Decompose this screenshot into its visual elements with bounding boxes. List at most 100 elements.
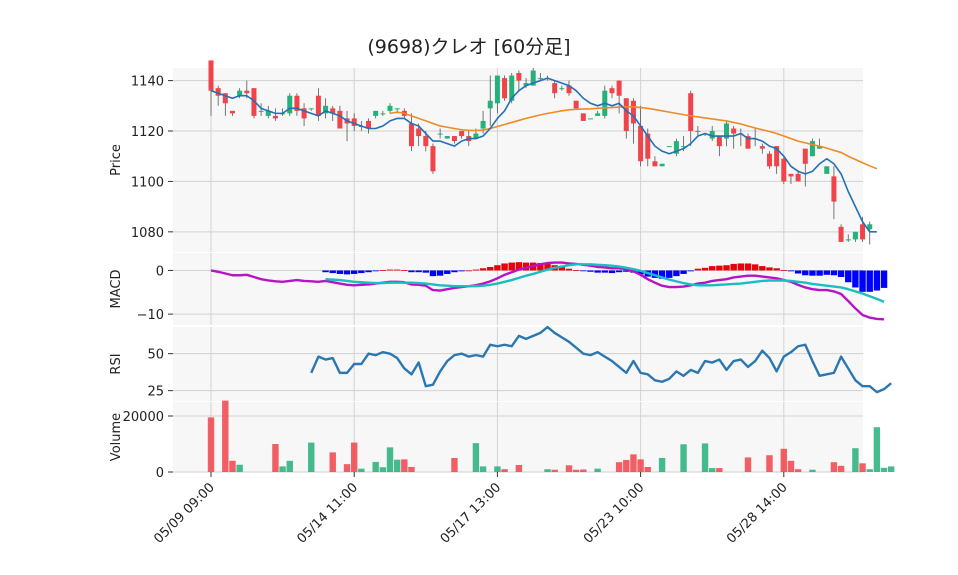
macd-histogram-bar (508, 262, 515, 271)
volume-bar (572, 469, 580, 472)
macd-histogram-bar (637, 270, 644, 275)
macd-histogram-bar (623, 270, 630, 272)
macd-histogram-bar (730, 263, 737, 271)
macd-histogram-bar (601, 270, 608, 273)
volume-bar (709, 468, 716, 472)
y-tick-label: 25 (147, 385, 164, 400)
macd-histogram-bar (816, 270, 823, 276)
macd-histogram-bar (666, 270, 673, 278)
volume-bar (351, 442, 358, 472)
volume-bar (308, 442, 315, 472)
volume-bar (286, 460, 293, 472)
volume-bar (551, 469, 558, 472)
volume-bar (494, 466, 501, 472)
macd-histogram-bar (587, 270, 594, 272)
candle-down (609, 88, 615, 94)
macd-histogram-bar (565, 268, 573, 271)
candle-up (480, 120, 486, 129)
candle-down (838, 226, 844, 242)
candle-down (408, 123, 414, 147)
candle-up (673, 141, 679, 154)
macd-histogram-bar (494, 265, 501, 271)
volume-bar (401, 459, 408, 472)
candle-down (645, 133, 651, 159)
volume-bar (852, 448, 859, 472)
macd-histogram-bar (780, 270, 787, 271)
macd-histogram-bar (358, 270, 365, 274)
panel-background (173, 68, 863, 252)
price-panel: 1080 1100 1120 1140 Price (109, 60, 878, 252)
macd-histogram-bar (479, 268, 487, 271)
macd-histogram-bar (351, 270, 358, 274)
candle-up (681, 146, 687, 148)
volume-bar (343, 464, 351, 472)
y-axis-label: Price (109, 144, 124, 176)
volume-bar (837, 465, 845, 472)
candle-down (366, 120, 372, 129)
candle-down (652, 161, 658, 167)
macd-histogram-bar (701, 267, 709, 271)
candle-down (630, 100, 636, 124)
volume-bar (565, 465, 573, 472)
candle-down (788, 173, 794, 177)
macd-histogram-bar (408, 270, 415, 273)
macd-histogram-bar (487, 266, 494, 271)
macd-histogram-bar (472, 269, 480, 271)
candle-down (215, 88, 221, 96)
candle-down (552, 83, 558, 94)
x-tick-label: 05/14 11:00 (295, 480, 362, 547)
candle-up (444, 136, 450, 139)
macd-histogram-bar (658, 270, 666, 279)
macd-histogram-bar (608, 270, 616, 274)
candle-up (724, 123, 730, 139)
candle-down (802, 148, 808, 164)
volume-bar (386, 447, 394, 472)
volume-bar (207, 417, 215, 472)
volume-bar (830, 462, 838, 472)
y-tick-label: 0 (156, 466, 164, 481)
candle-down (337, 110, 343, 129)
macd-histogram-bar (794, 270, 802, 274)
y-tick-label: 1120 (131, 125, 164, 140)
volume-bar (716, 468, 723, 472)
candle-down (294, 95, 300, 111)
macd-histogram-bar (809, 270, 816, 276)
candle-up (523, 83, 529, 86)
candle-up (530, 70, 536, 86)
macd-histogram-bar (558, 266, 566, 271)
volume-bar (809, 469, 816, 472)
candle-up (867, 224, 873, 230)
volume-bar (637, 459, 644, 472)
volume-bar (501, 469, 508, 472)
macd-histogram-bar (837, 270, 845, 277)
macd-histogram-bar (751, 264, 759, 271)
macd-histogram-bar (759, 266, 766, 271)
y-axis-label: Volume (109, 413, 124, 461)
candle-down (272, 115, 278, 119)
y-tick-label: 20000 (123, 410, 164, 425)
macd-histogram-bar (501, 263, 508, 271)
rsi-panel: 25 50 RSI (109, 325, 892, 401)
candle-up (237, 90, 243, 96)
macd-panel: 0 −10 MACD (109, 253, 888, 325)
macd-histogram-bar (415, 270, 422, 273)
volume-bar (630, 454, 637, 472)
macd-histogram-bar (673, 270, 680, 277)
macd-histogram-bar (444, 270, 451, 274)
candle-down (208, 60, 214, 91)
macd-histogram-bar (436, 270, 444, 276)
y-tick-label: 1140 (131, 75, 164, 90)
macd-histogram-bar (322, 270, 329, 273)
rsi-line (310, 325, 892, 394)
macd-histogram-bar (422, 270, 429, 273)
volume-bar (408, 466, 415, 472)
candle-down (423, 136, 429, 147)
volume-bar (780, 448, 787, 472)
macd-histogram-bar (873, 270, 881, 291)
moving-average-short-line (210, 77, 877, 233)
candle-down (416, 128, 422, 137)
candle-up (559, 88, 565, 90)
candle-up (817, 146, 823, 149)
candle-down (573, 100, 579, 109)
